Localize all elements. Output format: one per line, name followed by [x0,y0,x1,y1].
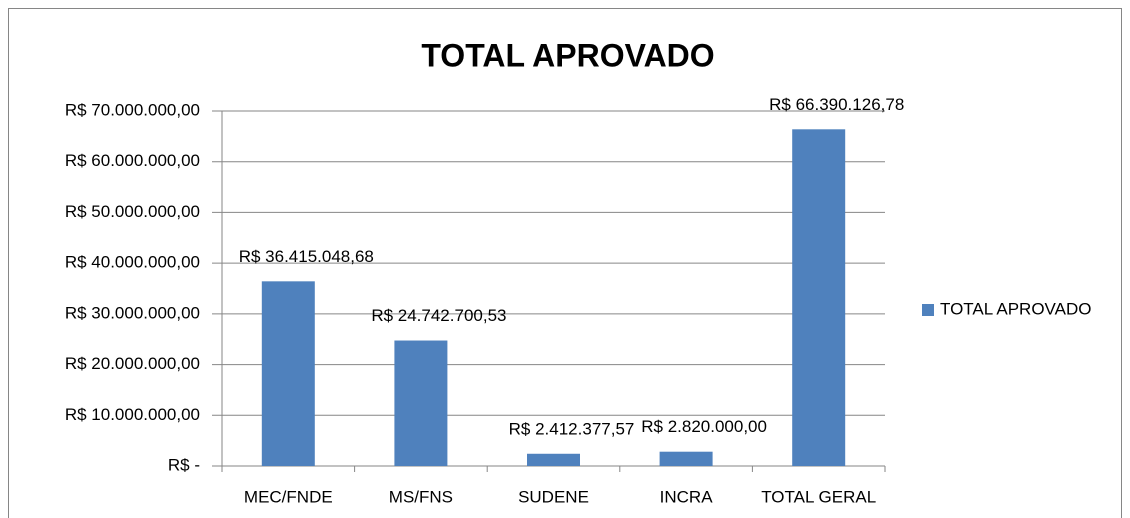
data-label: R$ 66.390.126,78 [769,95,904,114]
y-tick-label: R$ 40.000.000,00 [65,253,200,272]
y-tick-label: R$ - [168,455,200,474]
data-label: R$ 2.820.000,00 [641,417,767,436]
y-tick-label: R$ 60.000.000,00 [65,151,200,170]
y-tick-label: R$ 50.000.000,00 [65,202,200,221]
x-tick-label: TOTAL GERAL [761,487,876,506]
x-tick-label: MS/FNS [389,487,453,506]
legend-swatch [922,304,934,316]
bar [527,453,580,466]
legend-label: TOTAL APROVADO [940,299,1091,318]
bar [261,281,315,466]
bar [659,451,713,466]
data-label: R$ 36.415.048,68 [239,247,374,266]
x-tick-label: SUDENE [518,487,589,506]
y-tick-label: R$ 10.000.000,00 [65,405,200,424]
y-tick-label: R$ 30.000.000,00 [65,303,200,322]
data-label: R$ 24.742.700,53 [371,306,506,325]
bar [792,129,846,466]
x-tick-label: MEC/FNDE [244,487,333,506]
bar [394,340,448,466]
data-label: R$ 2.412.377,57 [509,419,635,438]
y-tick-label: R$ 70.000.000,00 [65,100,200,119]
x-tick-label: INCRA [660,487,714,506]
chart-title: TOTAL APROVADO [421,37,714,73]
y-tick-label: R$ 20.000.000,00 [65,354,200,373]
